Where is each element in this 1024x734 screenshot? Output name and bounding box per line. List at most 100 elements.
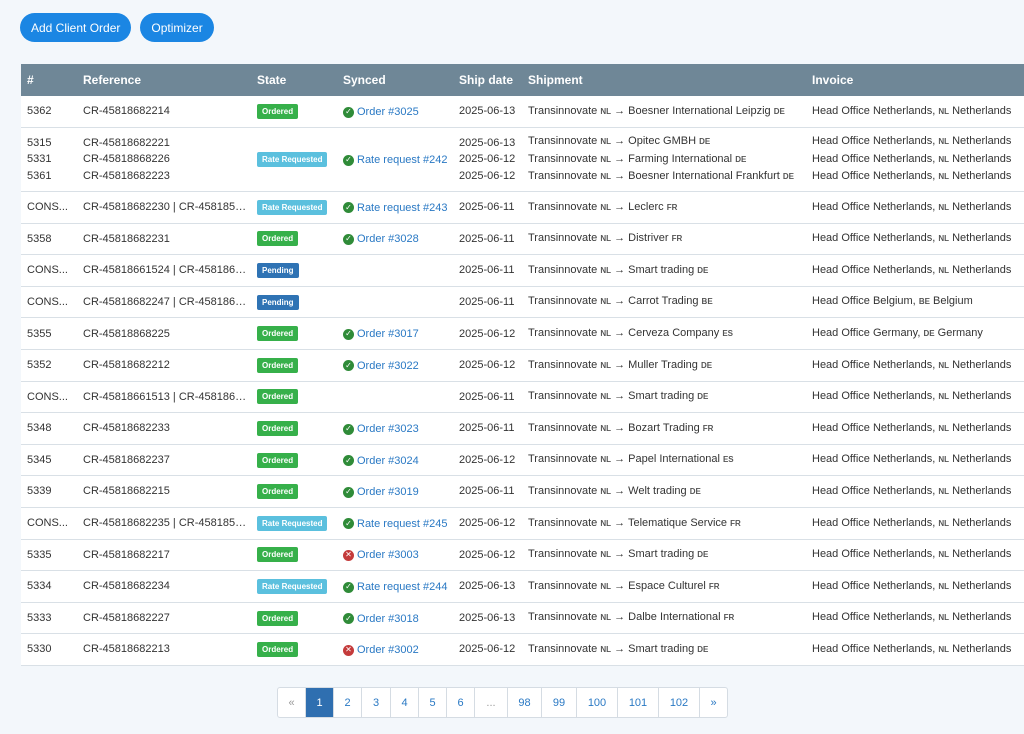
- sync-link[interactable]: Rate request #243: [357, 201, 448, 214]
- page-4[interactable]: 4: [390, 688, 418, 717]
- prev-page-button[interactable]: «: [288, 696, 295, 709]
- invoice-line: Head Office Netherlands, NL Netherlands: [812, 133, 1024, 151]
- table-row[interactable]: 5315 5331 5361 CR-45818682221 CR-45818868226…: [21, 127, 1024, 193]
- order-reference: CR-45818682237: [77, 444, 251, 477]
- order-reference: CR-45818682214: [77, 96, 251, 129]
- page-99[interactable]: 99: [541, 688, 576, 717]
- invoice-line: Head Office Netherlands, NL Netherlands: [812, 168, 1024, 186]
- sync-link[interactable]: Order #3023: [357, 423, 419, 436]
- arrow-right-icon: →: [611, 104, 629, 117]
- table-row[interactable]: 5333 CR-45818682227 Ordered ✓ Order #3018 202…: [21, 602, 1024, 635]
- shipment-origin: Transinnovate: [528, 390, 598, 403]
- order-state: Ordered: [251, 349, 337, 382]
- col-header-synced[interactable]: Synced: [337, 64, 453, 96]
- sync-link[interactable]: Order #3017: [357, 328, 419, 341]
- optimizer-button[interactable]: Optimizer: [140, 13, 214, 42]
- sync-link[interactable]: Order #3003: [357, 549, 419, 562]
- order-reference: CR-45818868225: [77, 317, 251, 351]
- status-badge: Ordered: [257, 104, 299, 120]
- order-reference-line: CR-45818682217: [83, 548, 170, 561]
- page-102[interactable]: 102: [658, 688, 699, 717]
- next-page-button[interactable]: »: [699, 688, 727, 717]
- table-row[interactable]: CONS... CR-45818682235 | CR-45818596... Ra…: [21, 507, 1024, 540]
- table-row[interactable]: CONS... CR-45818661513 | CR-45818682... Or…: [21, 381, 1024, 414]
- order-number-line: 5362: [27, 105, 52, 118]
- page-100[interactable]: 100: [576, 688, 617, 717]
- page-98[interactable]: 98: [507, 688, 541, 717]
- sync-entry: ✓ Order #3025: [343, 106, 419, 118]
- invoice-country-code: NL: [938, 423, 950, 433]
- destination-country-code: FR: [671, 234, 683, 244]
- status-badge: Ordered: [257, 484, 299, 500]
- invoice-office: Head Office Netherlands,: [812, 642, 936, 655]
- sync-link[interactable]: Rate request #244: [357, 581, 448, 594]
- table-row[interactable]: 5362 CR-45818682214 Ordered ✓ Order #3025 202…: [21, 96, 1024, 129]
- table-row[interactable]: 5339 CR-45818682215 Ordered ✓ Order #3019 202…: [21, 475, 1024, 509]
- sync-link[interactable]: Order #3028: [357, 233, 419, 246]
- table-row[interactable]: 5358 CR-45818682231 Ordered ✓ Order #3028 202…: [21, 223, 1024, 256]
- table-row[interactable]: 5345 CR-45818682237 Ordered ✓ Order #3024 202…: [21, 444, 1024, 477]
- col-header-number[interactable]: #: [21, 64, 77, 96]
- order-reference: CR-45818682212: [77, 349, 251, 382]
- table-row[interactable]: 5334 CR-45818682234 Rate Requested ✓ Rate re…: [21, 570, 1024, 603]
- shipment-line: Transinnovate NL → Smart trading DE: [528, 546, 806, 564]
- table-row[interactable]: CONS... CR-45818682230 | CR-45818596... Ra…: [21, 191, 1024, 224]
- invoice-country-code: NL: [938, 392, 950, 402]
- order-state: Ordered: [251, 223, 337, 256]
- page-2[interactable]: 2: [333, 688, 361, 717]
- shipment-destination: Bozart Trading: [628, 421, 700, 434]
- invoice-line: Head Office Netherlands, NL Netherlands: [812, 578, 1024, 596]
- shipment-line: Transinnovate NL → Leclerc FR: [528, 199, 806, 217]
- order-number: 5355: [21, 317, 77, 351]
- sync-link[interactable]: Order #3022: [357, 359, 419, 372]
- col-header-ship-date[interactable]: Ship date: [453, 64, 522, 96]
- invoice: Head Office Netherlands, NL Netherlands: [806, 602, 1024, 635]
- invoice: Head Office Netherlands, NL Netherlands: [806, 444, 1024, 477]
- sync-link[interactable]: Order #3002: [357, 644, 419, 657]
- order-state: Ordered: [251, 317, 337, 351]
- page-101[interactable]: 101: [617, 688, 658, 717]
- shipment-destination: Papel International: [628, 453, 720, 466]
- page-6[interactable]: 6: [446, 688, 474, 717]
- sync-link[interactable]: Rate request #242: [357, 154, 448, 167]
- sync-link[interactable]: Order #3024: [357, 454, 419, 467]
- invoice-line: Head Office Netherlands, NL Netherlands: [812, 388, 1024, 406]
- ship-date-line: 2025-06-11: [459, 422, 515, 435]
- shipment-line: Transinnovate NL → Cerveza Company ES: [528, 325, 806, 343]
- order-number-line: CONS...: [27, 264, 68, 277]
- col-header-invoice[interactable]: Invoice: [806, 64, 1024, 96]
- page-3[interactable]: 3: [361, 688, 390, 717]
- col-header-reference[interactable]: Reference: [77, 64, 251, 96]
- sync-link[interactable]: Rate request #245: [357, 517, 448, 530]
- table-row[interactable]: 5330 CR-45818682213 Ordered ✕ Order #3002 202…: [21, 633, 1024, 666]
- shipment: Transinnovate NL → Carrot Trading BE: [522, 286, 806, 319]
- order-state: Rate Requested: [251, 570, 337, 603]
- page-5[interactable]: 5: [418, 688, 446, 717]
- invoice-office: Head Office Netherlands,: [812, 358, 936, 371]
- order-state: Ordered: [251, 444, 337, 477]
- col-header-state[interactable]: State: [251, 64, 337, 96]
- table-row[interactable]: 5352 CR-45818682212 Ordered ✓ Order #3022 202…: [21, 349, 1024, 382]
- destination-country-code: FR: [723, 613, 735, 623]
- invoice-country: Netherlands: [952, 516, 1012, 529]
- page-1[interactable]: 1: [305, 688, 333, 717]
- invoice-line: Head Office Netherlands, NL Netherlands: [812, 262, 1024, 280]
- table-row[interactable]: CONS... CR-45818661524 | CR-45818661... Pe…: [21, 254, 1024, 287]
- ship-date-line: 2025-06-12: [459, 359, 516, 372]
- table-row[interactable]: 5348 CR-45818682233 Ordered ✓ Order #3023 202…: [21, 412, 1024, 445]
- invoice-line: Head Office Germany, DE Germany: [812, 325, 1024, 343]
- table-row[interactable]: 5355 CR-45818868225 Ordered ✓ Order #3017 202…: [21, 317, 1024, 351]
- add-client-order-button[interactable]: Add Client Order: [20, 13, 132, 42]
- invoice-office: Head Office Netherlands,: [812, 611, 936, 624]
- arrow-right-icon: →: [611, 232, 629, 245]
- col-header-shipment[interactable]: Shipment: [522, 64, 806, 96]
- sync-link[interactable]: Order #3018: [357, 612, 419, 625]
- table-row[interactable]: CONS... CR-45818682247 | CR-45818682... Pe…: [21, 286, 1024, 319]
- invoice: Head Office Netherlands, NL Netherlands: [806, 570, 1024, 603]
- invoice-country: Netherlands: [952, 579, 1012, 592]
- sync-link[interactable]: Order #3025: [357, 106, 419, 119]
- status-badge: Ordered: [257, 231, 299, 247]
- sync-link[interactable]: Order #3019: [357, 486, 419, 499]
- table-row[interactable]: 5335 CR-45818682217 Ordered ✕ Order #3003 202…: [21, 539, 1024, 572]
- destination-country-code: DE: [773, 106, 785, 116]
